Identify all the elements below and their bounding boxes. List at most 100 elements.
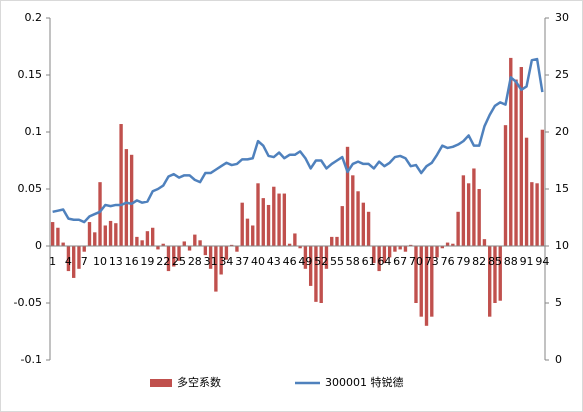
bar	[77, 246, 81, 269]
bar	[177, 246, 181, 261]
x-tick-label: 43	[267, 255, 281, 268]
x-tick-label: 61	[362, 255, 376, 268]
bar	[361, 202, 366, 246]
bar	[456, 211, 460, 246]
legend-label: 300001 特锐德	[325, 375, 404, 389]
bar	[187, 246, 192, 251]
bar	[235, 246, 239, 252]
bar	[330, 236, 334, 246]
bar	[445, 242, 450, 246]
bar	[87, 222, 92, 246]
y2-tick-label: 30	[555, 11, 569, 24]
y-tick-label: 0.1	[25, 125, 43, 138]
bar	[340, 206, 344, 246]
bar	[224, 246, 229, 260]
x-tick-label: 22	[156, 255, 170, 268]
bar	[366, 211, 371, 246]
x-tick-label: 67	[393, 255, 407, 268]
bar	[345, 146, 350, 246]
x-tick-label: 31	[204, 255, 218, 268]
bar	[519, 67, 523, 247]
x-tick-label: 46	[283, 255, 297, 268]
bar	[482, 239, 487, 246]
bar	[114, 223, 118, 246]
bar	[308, 246, 313, 286]
bar	[66, 246, 71, 272]
bar	[435, 246, 439, 258]
y-tick-label: 0.15	[18, 68, 43, 81]
bar	[493, 246, 497, 303]
x-tick-label: 34	[219, 255, 233, 268]
bar	[240, 202, 244, 246]
bar	[314, 246, 318, 302]
bar	[461, 175, 466, 246]
x-tick-label: 1	[49, 255, 56, 268]
x-tick-label: 37	[235, 255, 249, 268]
x-tick-label: 64	[377, 255, 391, 268]
bar	[387, 246, 392, 258]
x-tick-label: 10	[93, 255, 107, 268]
x-tick-label: 82	[472, 255, 486, 268]
x-tick-label: 40	[251, 255, 265, 268]
bar	[161, 243, 165, 246]
bar	[377, 246, 381, 272]
bar	[72, 246, 76, 278]
y-tick-label: -0.05	[14, 296, 42, 309]
bar	[277, 193, 281, 246]
x-tick-label: 16	[125, 255, 139, 268]
bar	[419, 246, 423, 317]
x-tick-label: 25	[172, 255, 186, 268]
bar	[108, 220, 113, 246]
x-tick-label: 85	[488, 255, 502, 268]
bar	[103, 225, 107, 246]
bar	[135, 236, 139, 246]
bar	[351, 175, 355, 246]
bar	[319, 246, 323, 303]
bar	[272, 186, 276, 246]
line	[52, 57, 544, 224]
y2-tick-label: 0	[555, 353, 562, 366]
bar	[372, 246, 376, 264]
bar	[140, 240, 144, 246]
bar	[287, 243, 292, 246]
y2-tick-label: 5	[555, 296, 562, 309]
bar	[229, 244, 234, 246]
x-tick-label: 58	[346, 255, 360, 268]
bar	[503, 125, 508, 246]
y-tick-label: 0.05	[18, 182, 43, 195]
bar	[166, 246, 171, 272]
bar	[530, 182, 534, 246]
bar	[203, 246, 208, 256]
bar	[524, 137, 529, 246]
x-tick-label: 49	[298, 255, 312, 268]
y-tick-label: 0.2	[25, 11, 43, 24]
bar	[266, 204, 271, 246]
y2-tick-label: 15	[555, 182, 569, 195]
x-tick-label: 79	[456, 255, 470, 268]
bar	[466, 183, 471, 246]
y2-tick-label: 25	[555, 68, 569, 81]
bar	[514, 79, 518, 246]
x-tick-label: 52	[314, 255, 328, 268]
bar	[151, 227, 155, 246]
bar	[393, 246, 397, 252]
y-tick-label: 0	[35, 239, 42, 252]
bar	[477, 189, 481, 246]
bar	[219, 246, 223, 275]
bar	[245, 218, 250, 246]
bar	[261, 198, 265, 246]
bar	[208, 246, 213, 269]
bar	[472, 168, 476, 246]
x-tick-label: 7	[81, 255, 88, 268]
bar	[414, 246, 418, 303]
bar	[61, 242, 65, 246]
x-tick-label: 70	[409, 255, 423, 268]
bar	[98, 182, 102, 246]
bar	[82, 246, 86, 252]
y2-tick-label: 20	[555, 125, 569, 138]
bar	[424, 246, 429, 326]
bar	[509, 57, 513, 247]
bar	[324, 246, 329, 269]
